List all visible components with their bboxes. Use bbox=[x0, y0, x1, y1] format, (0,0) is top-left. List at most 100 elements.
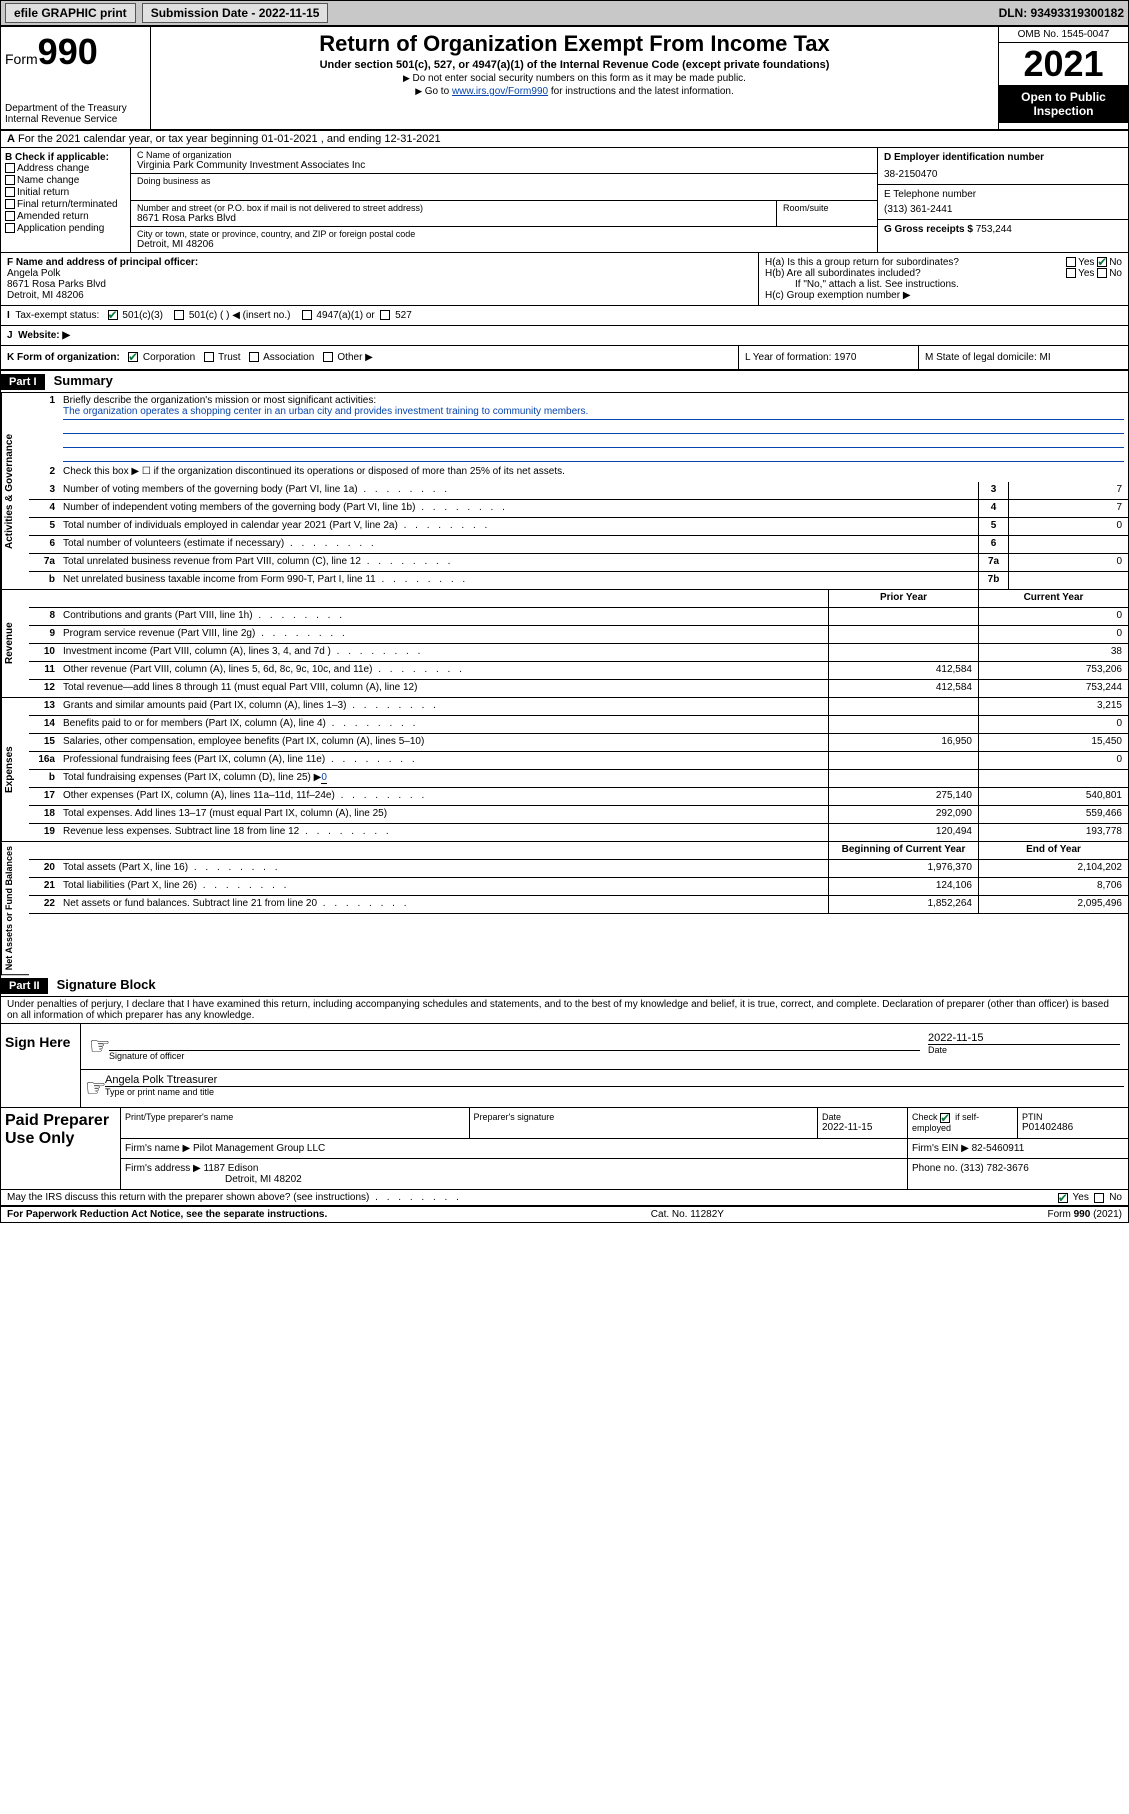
line20: Total assets (Part X, line 16) bbox=[59, 860, 828, 877]
sign-here-block: Sign Here ☞ Signature of officer 2022-11… bbox=[1, 1024, 1128, 1107]
line16b-pre: Total fundraising expenses (Part IX, col… bbox=[63, 772, 321, 783]
c19: 193,778 bbox=[978, 824, 1128, 841]
chk-trust[interactable] bbox=[204, 352, 214, 362]
chk-name-change[interactable] bbox=[5, 175, 15, 185]
street-value: 8671 Rosa Parks Blvd bbox=[137, 213, 770, 224]
line18: Total expenses. Add lines 13–17 (must eq… bbox=[59, 806, 828, 823]
vlabel-exp: Expenses bbox=[1, 698, 29, 842]
dba-label: Doing business as bbox=[137, 176, 871, 186]
irs-form990-link[interactable]: www.irs.gov/Form990 bbox=[452, 86, 548, 97]
chk-527[interactable] bbox=[380, 310, 390, 320]
p8 bbox=[828, 608, 978, 625]
hb-yes[interactable] bbox=[1066, 268, 1076, 278]
line2: Check this box ▶ ☐ if the organization d… bbox=[59, 464, 1128, 482]
may-irs-discuss: May the IRS discuss this return with the… bbox=[1, 1189, 1128, 1205]
chk-association[interactable] bbox=[249, 352, 259, 362]
lbl-amended: Amended return bbox=[17, 211, 89, 222]
tax-year: 2021 bbox=[999, 43, 1128, 86]
p13 bbox=[828, 698, 978, 715]
footer-left: For Paperwork Reduction Act Notice, see … bbox=[7, 1209, 327, 1220]
p14 bbox=[828, 716, 978, 733]
hdr-prior: Prior Year bbox=[828, 590, 978, 607]
form-word: Form bbox=[5, 51, 38, 67]
prep-check-lbl: Check bbox=[912, 1112, 938, 1122]
chk-501c[interactable] bbox=[174, 310, 184, 320]
hb-label: H(b) Are all subordinates included? bbox=[765, 268, 921, 279]
c22: 2,095,496 bbox=[978, 896, 1128, 913]
firm-addr2: Detroit, MI 48202 bbox=[225, 1174, 302, 1185]
firm-ein-lbl: Firm's EIN ▶ bbox=[912, 1143, 969, 1154]
chk-app-pending[interactable] bbox=[5, 223, 15, 233]
ein-label: D Employer identification number bbox=[884, 152, 1044, 163]
line14: Benefits paid to or for members (Part IX… bbox=[59, 716, 828, 733]
chk-corporation[interactable] bbox=[128, 352, 138, 362]
expenses-section: Expenses 13Grants and similar amounts pa… bbox=[1, 698, 1128, 842]
ha-label: H(a) Is this a group return for subordin… bbox=[765, 257, 959, 268]
form-header: Form990 Department of the Treasury Inter… bbox=[1, 27, 1128, 131]
room-label: Room/suite bbox=[777, 201, 877, 226]
chk-amended[interactable] bbox=[5, 211, 15, 221]
val5: 0 bbox=[1008, 518, 1128, 535]
ha-no[interactable] bbox=[1097, 257, 1107, 267]
sig-name: Angela Polk Ttreasurer bbox=[105, 1074, 1124, 1086]
chk-initial-return[interactable] bbox=[5, 187, 15, 197]
c12: 753,244 bbox=[978, 680, 1128, 697]
firm-phone-lbl: Phone no. bbox=[912, 1163, 958, 1174]
may-yes[interactable] bbox=[1058, 1193, 1068, 1203]
hdr-curr: Current Year bbox=[978, 590, 1128, 607]
p9 bbox=[828, 626, 978, 643]
line4: Number of independent voting members of … bbox=[59, 500, 978, 517]
ha-yes[interactable] bbox=[1066, 257, 1076, 267]
prep-date: 2022-11-15 bbox=[822, 1122, 903, 1133]
chk-4947[interactable] bbox=[302, 310, 312, 320]
section-bcde: B Check if applicable: Address change Na… bbox=[1, 148, 1128, 253]
p12: 412,584 bbox=[828, 680, 978, 697]
sign-here-label: Sign Here bbox=[1, 1024, 81, 1107]
line1-label: Briefly describe the organization's miss… bbox=[63, 395, 376, 406]
may-text: May the IRS discuss this return with the… bbox=[7, 1192, 1058, 1203]
submission-date-button[interactable]: Submission Date - 2022-11-15 bbox=[142, 3, 329, 23]
chk-self-employed[interactable] bbox=[940, 1113, 950, 1123]
c18: 559,466 bbox=[978, 806, 1128, 823]
firm-addr1: 1187 Edison bbox=[204, 1163, 259, 1174]
chk-other[interactable] bbox=[323, 352, 333, 362]
tax-status-label: Tax-exempt status: bbox=[15, 310, 99, 321]
ptin-lbl: PTIN bbox=[1022, 1112, 1124, 1122]
firm-phone: (313) 782-3676 bbox=[960, 1163, 1028, 1174]
part2-title: Signature Block bbox=[57, 977, 156, 992]
may-no[interactable] bbox=[1094, 1193, 1104, 1203]
chk-501c3[interactable] bbox=[108, 310, 118, 320]
officer-city: Detroit, MI 48206 bbox=[7, 290, 84, 301]
firm-name-lbl: Firm's name ▶ bbox=[125, 1143, 190, 1154]
year-formation: L Year of formation: 1970 bbox=[738, 346, 918, 369]
form-number: 990 bbox=[38, 31, 98, 72]
net-assets-section: Net Assets or Fund Balances Beginning of… bbox=[1, 842, 1128, 975]
col-d-ein-phone: D Employer identification number 38-2150… bbox=[878, 148, 1128, 252]
p10 bbox=[828, 644, 978, 661]
form-org-label: K Form of organization: bbox=[7, 352, 120, 363]
efile-print-button[interactable]: efile GRAPHIC print bbox=[5, 3, 136, 23]
hb-yes-lbl: Yes bbox=[1078, 268, 1094, 279]
dept-treasury: Department of the Treasury bbox=[5, 103, 146, 114]
c14: 0 bbox=[978, 716, 1128, 733]
may-no-lbl: No bbox=[1109, 1192, 1122, 1203]
lbl-address-change: Address change bbox=[17, 163, 89, 174]
chk-address-change[interactable] bbox=[5, 163, 15, 173]
lbl-527: 527 bbox=[395, 310, 412, 321]
form-title: Return of Organization Exempt From Incom… bbox=[155, 31, 994, 57]
vlabel-ag: Activities & Governance bbox=[1, 393, 29, 590]
gross-value: 753,244 bbox=[976, 224, 1012, 235]
street-label: Number and street (or P.O. box if mail i… bbox=[137, 203, 770, 213]
lbl-association: Association bbox=[263, 352, 314, 363]
c16: 0 bbox=[978, 752, 1128, 769]
line15: Salaries, other compensation, employee b… bbox=[59, 734, 828, 751]
p16 bbox=[828, 752, 978, 769]
line22: Net assets or fund balances. Subtract li… bbox=[59, 896, 828, 913]
p15: 16,950 bbox=[828, 734, 978, 751]
hc-label: H(c) Group exemption number ▶ bbox=[765, 290, 1122, 301]
line5: Total number of individuals employed in … bbox=[59, 518, 978, 535]
form-subtitle: Under section 501(c), 527, or 4947(a)(1)… bbox=[155, 59, 994, 71]
chk-final-return[interactable] bbox=[5, 199, 15, 209]
c20: 2,104,202 bbox=[978, 860, 1128, 877]
hb-no[interactable] bbox=[1097, 268, 1107, 278]
